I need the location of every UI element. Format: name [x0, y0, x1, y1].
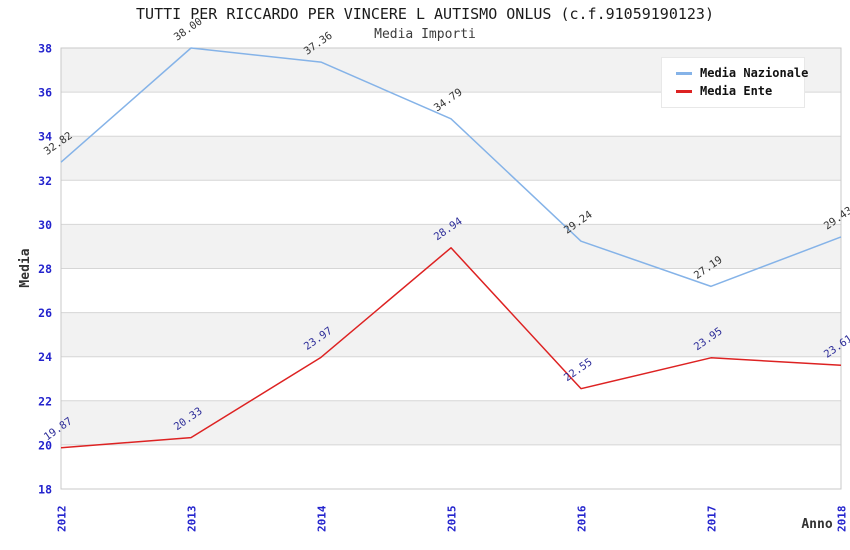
chart-subtitle: Media Importi [374, 27, 476, 42]
legend-item-media-ente: Media Ente [670, 82, 796, 100]
y-tick-label: 28 [38, 262, 52, 276]
x-axis-title: Anno [801, 517, 832, 532]
legend-line-swatch-nazionale [676, 71, 692, 75]
legend-item-media-nazionale: Media Nazionale [670, 64, 808, 82]
plot-border [60, 47, 842, 490]
background-bands [61, 48, 841, 445]
y-tick-label: 34 [38, 130, 52, 144]
y-tick-label: 36 [38, 86, 52, 100]
y-tick-label: 38 [38, 42, 52, 56]
series-lines [60, 47, 842, 449]
y-tick-label: 30 [38, 218, 52, 232]
x-tick-label: 2014 [316, 505, 329, 532]
x-tick-label: 2012 [56, 506, 69, 533]
point-value-label: 22.55 [562, 356, 595, 384]
legend-label: Media Nazionale [700, 66, 809, 80]
x-tick-label: 2013 [186, 506, 199, 533]
y-tick-label: 22 [38, 394, 52, 408]
x-tick-label: 2017 [706, 506, 719, 533]
legend-line-swatch-ente [676, 89, 692, 93]
y-axis-title: Media [18, 248, 33, 287]
y-tick-label: 24 [38, 350, 52, 364]
y-tick-label: 26 [38, 306, 52, 320]
band [61, 224, 841, 269]
gridlines [61, 47, 841, 490]
legend-label: Media Ente [700, 84, 773, 98]
chart-title: TUTTI PER RICCARDO PER VINCERE L AUTISMO… [136, 5, 714, 23]
x-tick-label: 2016 [576, 505, 589, 532]
x-tick-label: 2018 [836, 506, 849, 533]
series-line-media-nazionale [60, 47, 842, 288]
y-tick-label: 18 [38, 483, 52, 497]
band [61, 312, 841, 357]
y-tick-label: 20 [38, 438, 52, 452]
series-line-media-ente [60, 247, 842, 449]
y-tick-label: 32 [38, 174, 52, 188]
x-axis-tick-labels: 2012 2013 2014 2015 2016 2017 2018 [56, 505, 849, 532]
plot-border-rect [60, 47, 842, 490]
legend: Media Nazionale Media Ente [661, 57, 808, 108]
band [61, 136, 841, 181]
y-axis-tick-labels: 18 20 22 24 26 28 30 32 34 36 38 [38, 42, 52, 497]
x-tick-label: 2015 [446, 506, 459, 533]
